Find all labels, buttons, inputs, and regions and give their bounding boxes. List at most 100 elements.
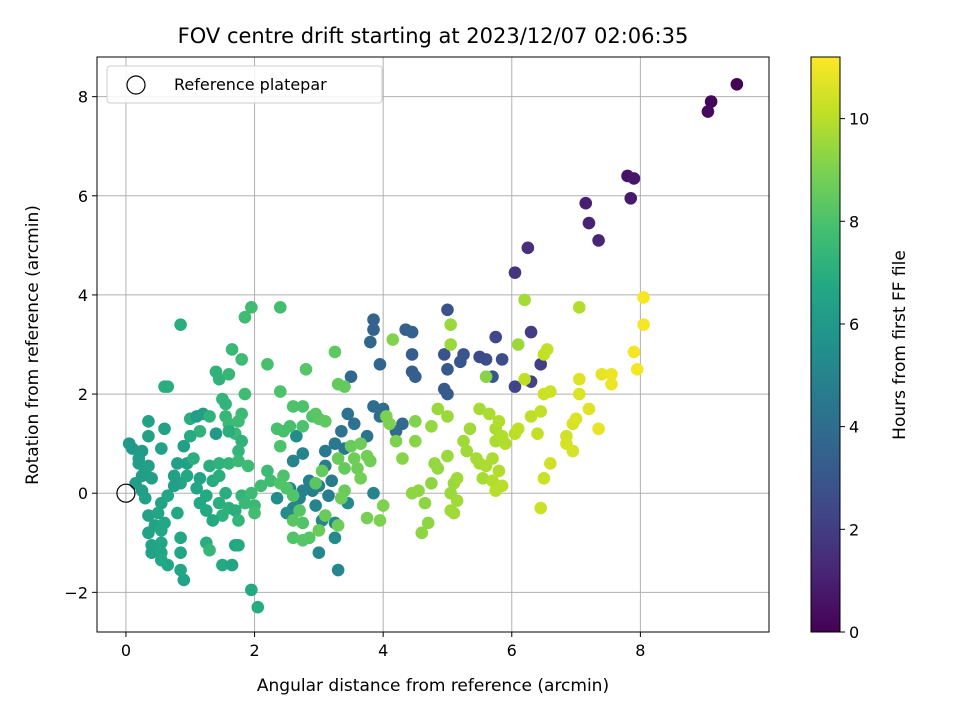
data-point [344, 370, 358, 384]
data-point [627, 345, 641, 359]
colorbar [810, 56, 841, 633]
colorbar-tick-label: 10 [849, 110, 869, 129]
data-point [318, 444, 332, 458]
data-point [441, 387, 454, 401]
data-point [171, 457, 184, 470]
x-tick-label: 2 [249, 641, 259, 660]
x-tick-label: 0 [121, 641, 131, 660]
data-point [309, 499, 322, 512]
data-point [212, 496, 226, 510]
data-point [518, 372, 531, 386]
data-point [534, 501, 548, 515]
x-tick-label: 6 [507, 641, 517, 660]
data-point [450, 494, 464, 507]
data-point [476, 472, 490, 485]
data-point [441, 362, 454, 376]
data-point [444, 338, 457, 351]
data-point [212, 372, 226, 386]
data-point [331, 519, 345, 532]
data-point [624, 191, 638, 205]
data-point [232, 538, 245, 552]
data-point [222, 424, 236, 438]
data-point [145, 546, 158, 559]
data-point [360, 511, 374, 525]
data-point [409, 370, 422, 384]
data-point [405, 348, 419, 361]
legend-label: Reference platepar [174, 75, 327, 94]
data-point [142, 526, 155, 540]
reference-marker [116, 483, 136, 503]
data-point [286, 400, 300, 413]
colorbar-tick-label: 4 [849, 418, 859, 437]
data-point [495, 353, 509, 366]
data-point [328, 345, 342, 359]
data-point [605, 377, 618, 391]
data-point [299, 362, 313, 376]
data-point [592, 422, 605, 436]
data-point [347, 417, 361, 431]
x-axis-title: Angular distance from reference (arcmin) [257, 676, 609, 696]
data-point [364, 454, 377, 468]
colorbar-tick-label: 6 [849, 315, 859, 334]
data-point [396, 452, 409, 465]
data-point [415, 526, 429, 540]
data-point [177, 439, 191, 453]
data-point [322, 489, 335, 502]
data-point [373, 514, 387, 527]
data-point [479, 370, 493, 384]
data-point [605, 367, 618, 381]
data-point [367, 400, 380, 413]
colorbar-tick-label: 8 [849, 212, 859, 231]
data-point [270, 491, 284, 505]
data-point [180, 469, 194, 483]
data-point [331, 563, 345, 577]
data-point [482, 407, 496, 421]
data-point [158, 516, 171, 530]
data-point [187, 452, 200, 465]
data-point [524, 410, 538, 423]
data-point [431, 402, 445, 416]
data-point [203, 543, 216, 557]
data-point [302, 531, 316, 545]
data-point [200, 489, 213, 502]
data-point [335, 491, 348, 505]
data-point [241, 459, 255, 473]
data-point [273, 385, 287, 398]
data-point [425, 419, 438, 433]
data-point [544, 457, 557, 470]
colorbar-tick-label: 2 [849, 520, 859, 539]
data-point [142, 429, 155, 443]
data-point [367, 486, 380, 500]
data-point [582, 216, 596, 230]
data-point [248, 506, 261, 520]
colorbar-title: Hours from first FF file [890, 250, 910, 440]
data-point [457, 434, 470, 448]
data-point [495, 479, 509, 493]
data-point [318, 415, 332, 428]
data-point [212, 469, 226, 483]
data-point [412, 484, 425, 498]
y-axis-title: Rotation from reference (arcmin) [23, 205, 43, 485]
data-point [225, 558, 239, 572]
data-point [245, 301, 258, 314]
data-point [338, 462, 351, 475]
data-point [158, 422, 171, 436]
data-point [386, 333, 400, 346]
data-point [341, 407, 355, 421]
data-point [389, 434, 403, 448]
data-point [216, 558, 229, 572]
data-point [286, 454, 300, 468]
data-point [286, 489, 300, 502]
data-point [174, 531, 187, 545]
data-point [151, 506, 165, 520]
data-point [273, 301, 287, 314]
data-point [441, 449, 454, 463]
data-point [437, 348, 451, 361]
data-point [232, 454, 245, 468]
data-point [627, 172, 641, 185]
data-point [290, 429, 303, 443]
data-point [293, 504, 306, 517]
data-point [203, 410, 216, 423]
data-point [534, 405, 548, 418]
data-point [142, 415, 155, 428]
